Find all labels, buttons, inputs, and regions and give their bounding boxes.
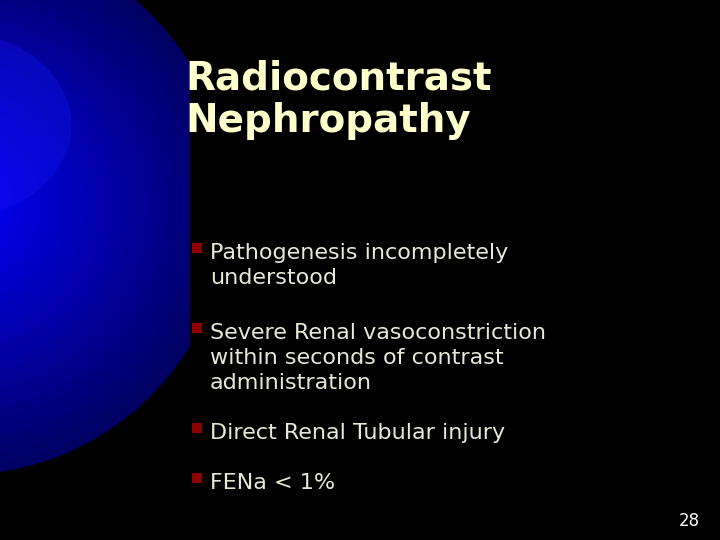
Circle shape <box>0 151 14 259</box>
Bar <box>192 323 202 333</box>
Circle shape <box>0 34 131 376</box>
Circle shape <box>0 43 122 367</box>
Bar <box>192 473 202 483</box>
Text: FENa < 1%: FENa < 1% <box>210 473 335 493</box>
Circle shape <box>0 79 86 331</box>
Circle shape <box>0 0 176 421</box>
Circle shape <box>0 0 194 439</box>
Circle shape <box>0 25 140 385</box>
Text: 28: 28 <box>679 512 700 530</box>
Circle shape <box>0 0 212 457</box>
Text: Direct Renal Tubular injury: Direct Renal Tubular injury <box>210 423 505 443</box>
Circle shape <box>0 133 32 277</box>
Circle shape <box>0 0 221 466</box>
Text: Severe Renal vasoconstriction
within seconds of contrast
administration: Severe Renal vasoconstriction within sec… <box>210 323 546 393</box>
Circle shape <box>0 106 59 304</box>
Circle shape <box>0 0 203 448</box>
Circle shape <box>0 7 158 403</box>
Circle shape <box>0 142 23 268</box>
Circle shape <box>0 70 95 340</box>
Circle shape <box>0 0 167 412</box>
Circle shape <box>0 160 5 250</box>
Circle shape <box>0 61 104 349</box>
Text: Radiocontrast
Nephropathy: Radiocontrast Nephropathy <box>185 60 492 140</box>
Circle shape <box>0 124 41 286</box>
Circle shape <box>0 0 230 475</box>
Circle shape <box>0 97 68 313</box>
Circle shape <box>0 88 77 322</box>
Bar <box>192 423 202 433</box>
Circle shape <box>0 115 50 295</box>
Ellipse shape <box>0 30 71 219</box>
Bar <box>192 243 202 253</box>
Circle shape <box>0 16 149 394</box>
Circle shape <box>0 52 113 358</box>
Text: Pathogenesis incompletely
understood: Pathogenesis incompletely understood <box>210 243 508 288</box>
Circle shape <box>0 0 185 430</box>
